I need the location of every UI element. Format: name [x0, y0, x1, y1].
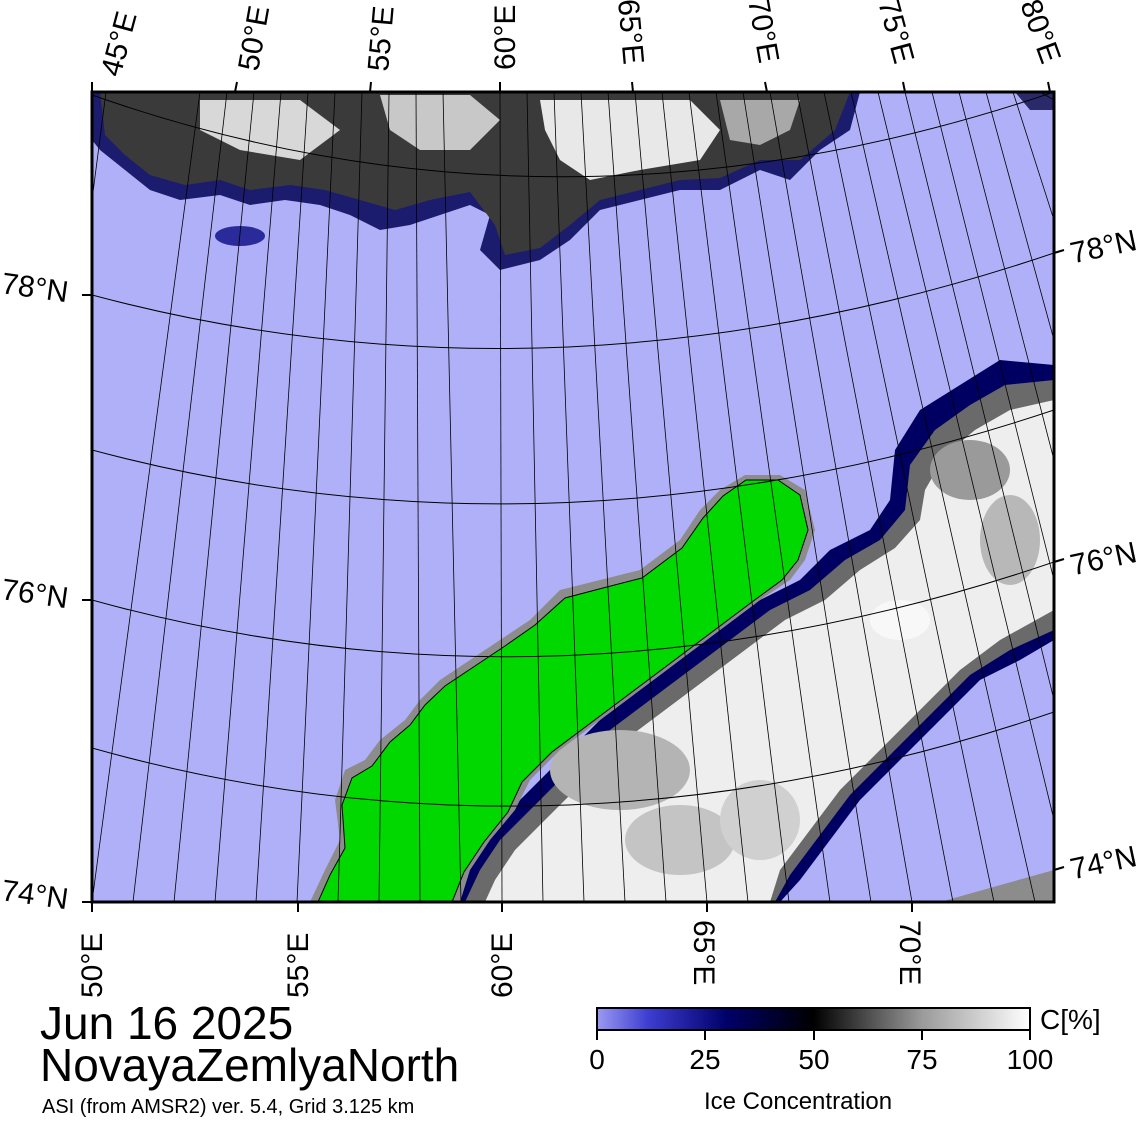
bottom-lon-label: 55°E — [282, 933, 315, 998]
top-lon-label: 70°E — [741, 0, 785, 66]
colorbar-tick-label: 0 — [589, 1044, 605, 1075]
top-lon-label: 45°E — [95, 8, 144, 80]
top-lon-label: 55°E — [362, 5, 401, 73]
right-lat-label: 76°N — [1067, 536, 1139, 582]
longitude-lines — [92, 92, 1054, 902]
colorbar-title: Ice Concentration — [704, 1088, 893, 1115]
bottom-lon-label: 65°E — [687, 920, 720, 985]
colorbar-tick-label: 25 — [689, 1044, 721, 1075]
data-source-subtitle: ASI (from AMSR2) ver. 5.4, Grid 3.125 km — [42, 1096, 415, 1118]
latitude-lines — [92, 92, 1054, 807]
left-lat-label: 76°N — [0, 573, 70, 615]
left-latitude-labels: 78°N 76°N 74°N — [0, 267, 70, 916]
region-name: NovayaZemlyaNorth — [40, 1039, 460, 1091]
map-frame — [90, 90, 1056, 904]
top-longitude-labels: 45°E 50°E 55°E 60°E 65°E 70°E 75°E 80°E — [95, 0, 1067, 80]
bottom-longitude-labels: 50°E 55°E 60°E 65°E 70°E — [76, 920, 926, 998]
bottom-lon-label: 50°E — [76, 933, 109, 998]
right-lat-label: 78°N — [1067, 224, 1139, 270]
colorbar-gradient — [596, 1007, 1031, 1031]
colorbar-tick-label: 50 — [798, 1044, 830, 1075]
bottom-lon-label: 60°E — [486, 933, 519, 998]
colorbar-unit: C[%] — [1040, 1004, 1101, 1035]
right-lat-label: 74°N — [1067, 840, 1139, 886]
colorbar-ticks — [596, 1030, 1031, 1040]
left-lat-label: 78°N — [0, 267, 70, 309]
top-lon-label: 80°E — [1013, 0, 1066, 68]
bottom-lon-label: 70°E — [893, 920, 926, 985]
novaya-zemlya-land — [310, 475, 815, 902]
top-lon-label: 50°E — [232, 3, 276, 73]
eastern-ice — [450, 360, 1054, 902]
frame-ticks — [82, 81, 1065, 912]
top-lon-label: 75°E — [871, 0, 920, 67]
right-latitude-labels: 78°N 76°N 74°N — [1067, 224, 1139, 886]
left-lat-label: 74°N — [0, 874, 70, 916]
map-area — [92, 92, 1054, 902]
top-lon-label: 60°E — [489, 5, 522, 70]
northern-ice — [92, 92, 1054, 270]
map-date: Jun 16 2025 — [40, 997, 294, 1049]
top-lon-label: 65°E — [611, 0, 650, 66]
colorbar-tick-label: 75 — [906, 1044, 938, 1075]
colorbar — [596, 1007, 1031, 1040]
colorbar-tick-label: 100 — [1006, 1044, 1054, 1075]
